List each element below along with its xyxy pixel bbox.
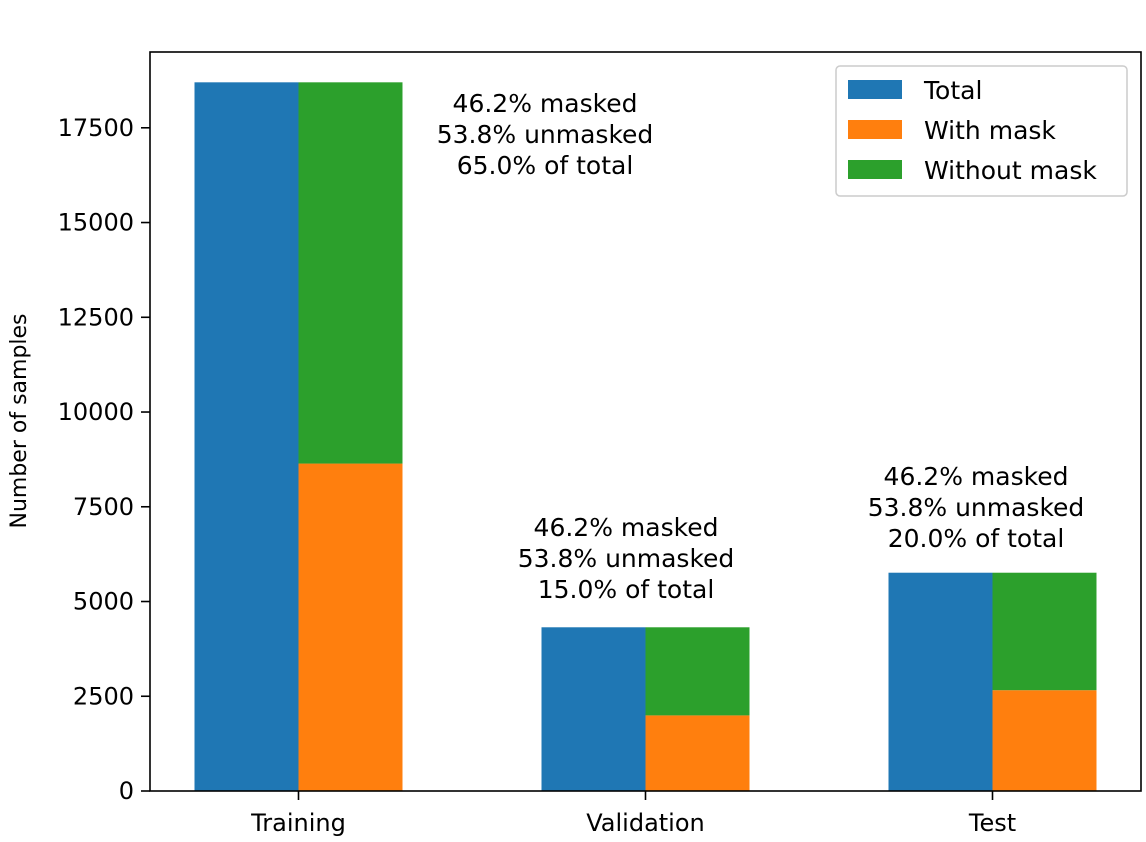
bar-with-mask-validation xyxy=(645,715,750,791)
bar-total-validation xyxy=(541,627,646,791)
y-tick-label: 0 xyxy=(119,777,134,805)
y-axis: 0 2500 5000 7500 10000 12500 15000 17500 xyxy=(58,114,150,805)
legend-swatch-without-mask xyxy=(848,160,902,179)
annotation-training-line-1: 46.2% masked xyxy=(453,89,638,118)
x-axis: Training Validation Test xyxy=(250,791,1016,837)
legend: Total With mask Without mask xyxy=(835,65,1128,197)
y-tick-label: 12500 xyxy=(58,303,134,331)
annotation-training-line-2: 53.8% unmasked xyxy=(437,120,654,149)
y-tick-label: 5000 xyxy=(73,588,134,616)
x-tick-label-training: Training xyxy=(250,809,346,837)
annotation-test-line-2: 53.8% unmasked xyxy=(868,493,1085,522)
annotation-test-line-3: 20.0% of total xyxy=(888,524,1065,553)
legend-swatch-total xyxy=(848,80,902,99)
legend-swatch-with-mask xyxy=(848,120,902,139)
legend-label-without-mask: Without mask xyxy=(924,156,1097,185)
y-tick-label: 17500 xyxy=(58,114,134,142)
x-tick-label-validation: Validation xyxy=(586,809,705,837)
bar-with-mask-test xyxy=(992,690,1097,791)
y-tick-label: 7500 xyxy=(73,493,134,521)
bars-layer xyxy=(194,82,1097,792)
bar-without-mask-validation xyxy=(645,627,750,716)
y-tick-label: 10000 xyxy=(58,398,134,426)
legend-box xyxy=(835,65,1128,197)
bar-total-training xyxy=(194,82,299,792)
bar-with-mask-training xyxy=(298,463,403,791)
legend-label-total: Total xyxy=(923,76,982,105)
annotation-validation-line-2: 53.8% unmasked xyxy=(518,544,735,573)
bar-total-test xyxy=(888,572,993,791)
y-tick-label: 15000 xyxy=(58,209,134,237)
bar-without-mask-training xyxy=(298,82,403,464)
annotation-test-line-1: 46.2% masked xyxy=(884,462,1069,491)
x-tick-label-test: Test xyxy=(968,809,1016,837)
annotation-validation-line-3: 15.0% of total xyxy=(538,575,715,604)
y-tick-label: 2500 xyxy=(73,682,134,710)
bar-without-mask-test xyxy=(992,572,1097,691)
legend-label-with-mask: With mask xyxy=(924,116,1056,145)
y-axis-label: Number of samples xyxy=(7,313,32,528)
annotation-validation-line-1: 46.2% masked xyxy=(534,513,719,542)
annotation-training-line-3: 65.0% of total xyxy=(457,151,634,180)
